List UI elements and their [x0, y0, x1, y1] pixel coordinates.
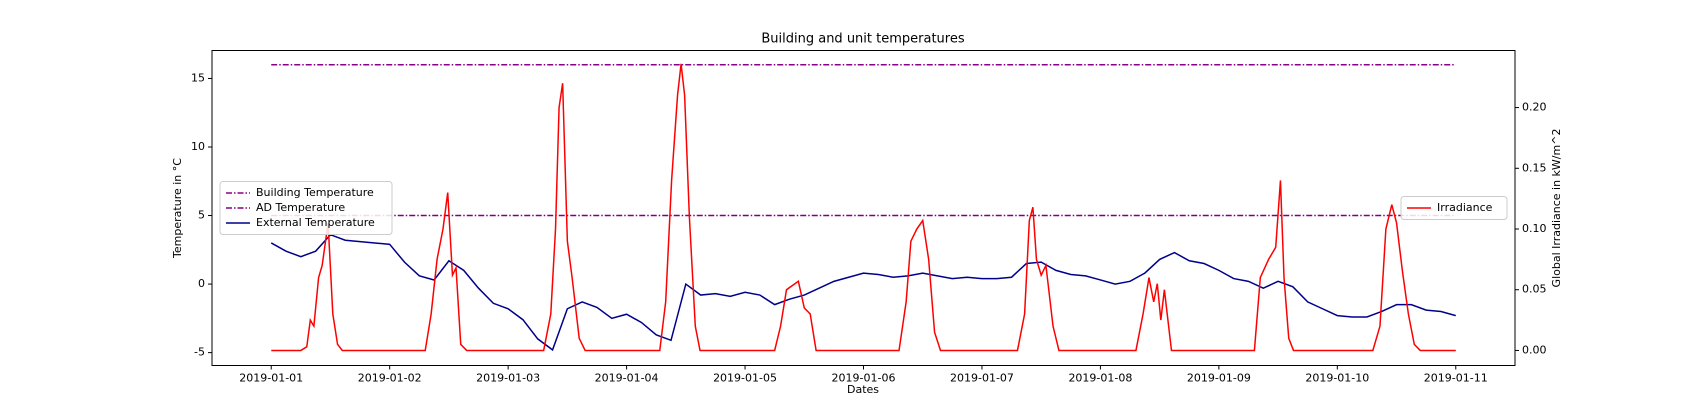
plot-frame: [211, 50, 1516, 366]
x-tick-label: 2019-01-08: [1068, 372, 1132, 385]
chart-title: Building and unit temperatures: [761, 32, 964, 47]
legend-label: Building Temperature: [256, 186, 374, 199]
x-tick-label: 2019-01-02: [358, 372, 422, 385]
y2-tick-label: 0.05: [1522, 283, 1547, 296]
y-tick-label: 15: [191, 71, 205, 84]
data-line: [270, 233, 1456, 352]
x-tick-label: 2019-01-01: [239, 372, 303, 385]
y2-tick-label: 0.15: [1522, 161, 1547, 174]
x-tick-label: 2019-01-06: [832, 372, 896, 385]
y-tick-label: 10: [191, 140, 205, 153]
x-tick-label: 2019-01-07: [950, 372, 1014, 385]
legend-label: External Temperature: [256, 216, 375, 229]
x-tick-label: 2019-01-03: [476, 372, 540, 385]
y2-axis-label: Global Irradiance in kW/m^2: [1550, 129, 1563, 288]
y2-tick-label: 0.00: [1522, 343, 1547, 356]
legend-box: [1400, 196, 1508, 220]
x-tick-label: 2019-01-09: [1187, 372, 1251, 385]
legend-label: Irradiance: [1437, 201, 1493, 214]
y-tick-label: -5: [194, 346, 205, 359]
y-tick-label: 5: [198, 209, 205, 222]
legend-box: [219, 181, 393, 235]
x-tick-label: 2019-01-11: [1424, 372, 1488, 385]
x-axis-label: Dates: [847, 383, 879, 396]
x-tick-label: 2019-01-05: [713, 372, 777, 385]
y2-tick-label: 0.20: [1522, 101, 1547, 114]
data-line: [271, 63, 1456, 352]
legend-label: AD Temperature: [256, 201, 345, 214]
x-tick-label: 2019-01-04: [595, 372, 659, 385]
y-tick-label: 0: [198, 277, 205, 290]
x-tick-label: 2019-01-10: [1305, 372, 1369, 385]
y-axis-label: Temperature in °C: [171, 158, 184, 259]
y2-tick-label: 0.10: [1522, 222, 1547, 235]
